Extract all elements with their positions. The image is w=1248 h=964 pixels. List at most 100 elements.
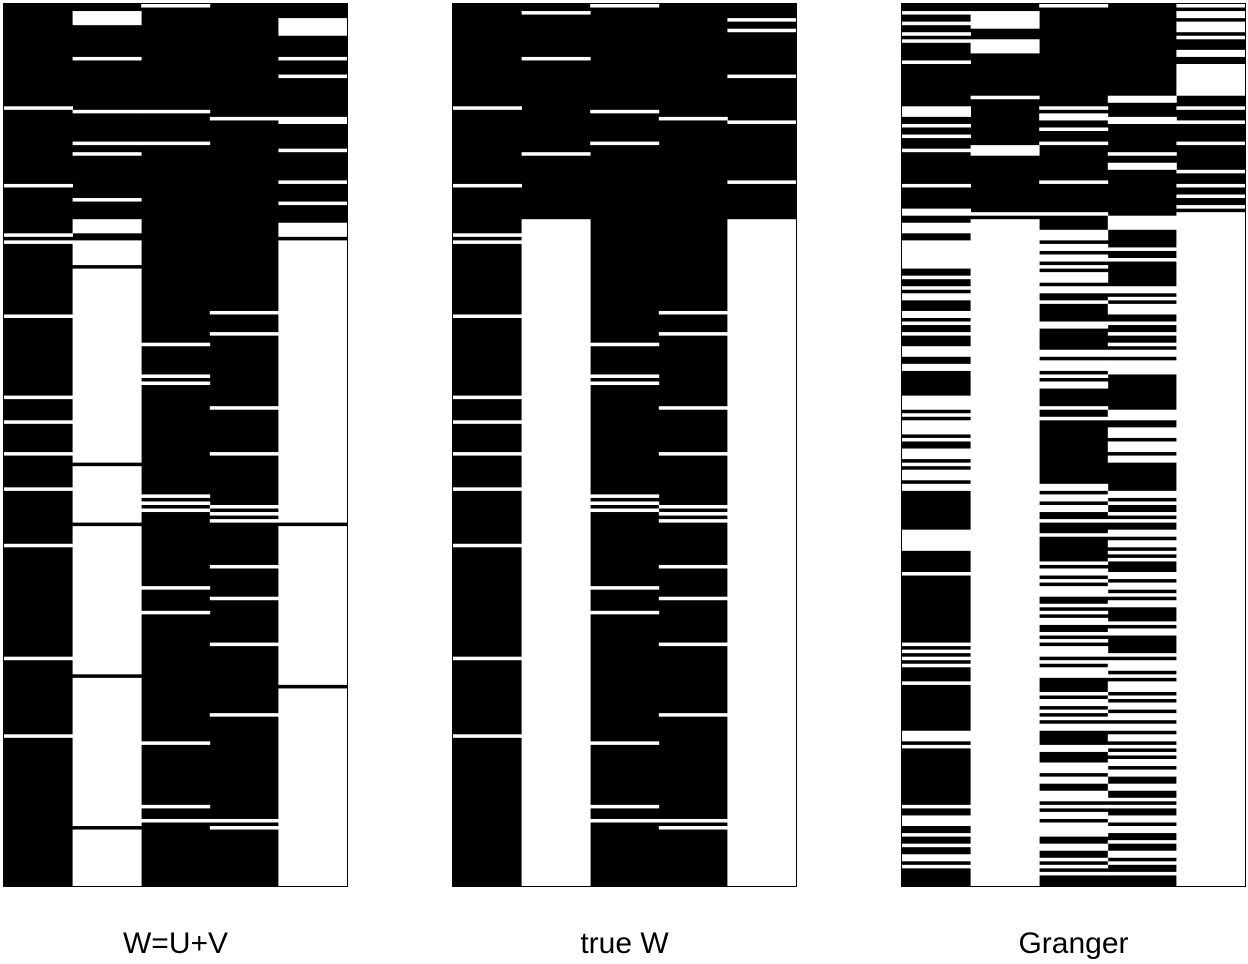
heatmap-zero-cell bbox=[141, 381, 211, 386]
heatmap-zero-cell bbox=[902, 854, 971, 862]
heatmap-zero-cell bbox=[902, 11, 971, 15]
heatmap-zero-cell bbox=[970, 219, 1040, 886]
heatmap-zero-cell bbox=[1107, 572, 1177, 580]
heatmap-zero-cell bbox=[1039, 586, 1109, 597]
heatmap-zero-cell bbox=[209, 116, 279, 121]
heatmap-zero-cell bbox=[902, 332, 971, 336]
heatmap-zero-cell bbox=[902, 656, 971, 661]
heatmap-zero-cell bbox=[209, 826, 279, 830]
heatmap-zero-cell bbox=[658, 310, 728, 315]
heatmap-zero-cell bbox=[72, 56, 142, 61]
heatmap-zero-cell bbox=[141, 109, 211, 114]
heatmap-zero-cell bbox=[1176, 141, 1246, 146]
heatmap-zero-cell bbox=[1107, 540, 1177, 548]
heatmap-zero-cell bbox=[1107, 303, 1177, 315]
heatmap-zero-cell bbox=[453, 395, 522, 400]
heatmap-zero-cell bbox=[521, 56, 591, 61]
heatmap-zero-cell bbox=[278, 180, 348, 184]
heatmap-zero-cell bbox=[727, 120, 797, 124]
heatmap-zero-cell bbox=[590, 501, 660, 505]
heatmap-zero-cell bbox=[278, 74, 348, 79]
heatmap-zero-cell bbox=[1039, 617, 1109, 625]
heatmap-zero-cell bbox=[1107, 286, 1177, 294]
heatmap-zero-cell bbox=[1176, 106, 1246, 110]
heatmap-zero-cell bbox=[4, 452, 73, 456]
heatmap-zero-cell bbox=[1107, 871, 1177, 876]
heatmap-zero-cell bbox=[902, 529, 971, 551]
heatmap-zero-cell bbox=[141, 804, 211, 809]
heatmap-zero-cell bbox=[1039, 286, 1109, 294]
panel-granger-cells bbox=[902, 4, 1246, 886]
heatmap-zero-cell bbox=[590, 818, 660, 823]
heatmap-zero-cell bbox=[1107, 116, 1177, 124]
heatmap-zero-cell bbox=[658, 564, 728, 569]
heatmap-zero-cell bbox=[1107, 702, 1177, 710]
heatmap-zero-cell bbox=[902, 32, 971, 36]
heatmap-zero-cell bbox=[902, 864, 971, 869]
heatmap-zero-cell bbox=[72, 526, 142, 675]
heatmap-zero-cell bbox=[658, 116, 728, 121]
heatmap-zero-cell bbox=[1107, 628, 1177, 636]
heatmap-zero-cell bbox=[1039, 857, 1109, 862]
heatmap-zero-cell bbox=[521, 152, 591, 156]
heatmap-zero-cell bbox=[1176, 4, 1246, 8]
heatmap-zero-cell bbox=[453, 487, 522, 491]
heatmap-zero-cell bbox=[4, 543, 73, 548]
heatmap-zero-cell bbox=[658, 452, 728, 456]
heatmap-zero-cell bbox=[902, 363, 971, 371]
heatmap-zero-cell bbox=[658, 642, 728, 647]
heatmap-zero-cell bbox=[1107, 321, 1177, 326]
heatmap-zero-cell bbox=[902, 420, 971, 435]
heatmap-zero-cell bbox=[590, 4, 660, 8]
heatmap-zero-cell bbox=[1039, 610, 1109, 615]
heatmap-zero-cell bbox=[1107, 152, 1177, 156]
heatmap-zero-cell bbox=[1039, 504, 1109, 513]
heatmap-zero-cell bbox=[209, 406, 279, 410]
panel-granger: Granger bbox=[901, 3, 1246, 960]
heatmap-zero-cell bbox=[1039, 265, 1109, 269]
panel-granger-title: Granger bbox=[1018, 927, 1128, 960]
heatmap-zero-cell bbox=[1039, 639, 1109, 643]
heatmap-zero-cell bbox=[1107, 512, 1177, 516]
heatmap-zero-cell bbox=[1107, 455, 1177, 463]
heatmap-zero-cell bbox=[658, 596, 728, 601]
heatmap-zero-cell bbox=[902, 649, 971, 654]
panel-true-w-cells bbox=[453, 4, 797, 886]
heatmap-zero-cell bbox=[1107, 758, 1177, 767]
heatmap-zero-cell bbox=[902, 148, 971, 153]
heatmap-zero-cell bbox=[658, 406, 728, 410]
heatmap-zero-cell bbox=[902, 572, 971, 576]
heatmap-zero-cell bbox=[72, 109, 142, 114]
heatmap-zero-cell bbox=[1039, 843, 1109, 851]
heatmap-zero-cell bbox=[970, 212, 1040, 216]
heatmap-zero-cell bbox=[902, 413, 971, 417]
heatmap-zero-cell bbox=[590, 342, 660, 347]
heatmap-zero-cell bbox=[1039, 660, 1109, 664]
heatmap-zero-cell bbox=[1039, 790, 1109, 802]
heatmap-zero-cell bbox=[72, 829, 142, 886]
panel-w-u-v-title: W=U+V bbox=[123, 927, 228, 960]
heatmap-zero-cell bbox=[658, 504, 728, 509]
heatmap-zero-cell bbox=[453, 106, 522, 110]
heatmap-zero-cell bbox=[72, 11, 142, 26]
heatmap-zero-cell bbox=[727, 18, 797, 22]
heatmap-zero-cell bbox=[1039, 864, 1109, 869]
heatmap-zero-cell bbox=[1039, 667, 1109, 678]
heatmap-zero-cell bbox=[902, 60, 971, 64]
heatmap-zero-cell bbox=[1107, 247, 1177, 251]
heatmap-zero-cell bbox=[902, 346, 971, 357]
heatmap-zero-cell bbox=[1107, 681, 1177, 692]
panel-w-u-v: W=U+V bbox=[3, 3, 348, 960]
heatmap-zero-cell bbox=[590, 610, 660, 615]
heatmap-zero-cell bbox=[902, 395, 971, 410]
heatmap-zero-cell bbox=[1176, 194, 1246, 199]
heatmap-zero-cell bbox=[209, 452, 279, 456]
heatmap-zero-cell bbox=[902, 240, 971, 269]
heatmap-zero-cell bbox=[1107, 723, 1177, 731]
heatmap-zero-cell bbox=[590, 741, 660, 745]
heatmap-zero-cell bbox=[278, 240, 348, 523]
heatmap-zero-cell bbox=[1039, 272, 1109, 283]
heatmap-zero-cell bbox=[141, 586, 211, 590]
panel-w-u-v-cells bbox=[4, 4, 348, 886]
heatmap-zero-cell bbox=[658, 332, 728, 336]
